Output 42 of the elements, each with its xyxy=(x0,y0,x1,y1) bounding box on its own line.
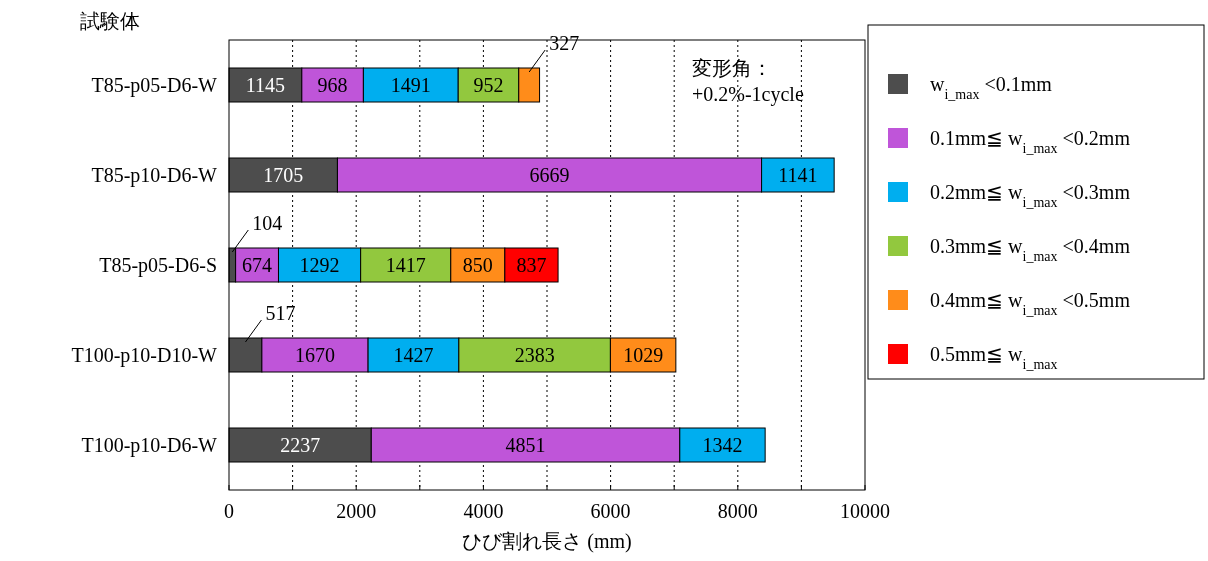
data-label: 837 xyxy=(516,254,547,276)
data-label: 1029 xyxy=(623,344,664,366)
data-label: 1705 xyxy=(263,164,304,186)
y-tick-label: T100-p10-D6-W xyxy=(81,434,218,457)
x-tick-label: 8000 xyxy=(717,500,758,522)
data-label: 1141 xyxy=(778,164,818,186)
data-label: 1670 xyxy=(294,344,335,366)
y-axis-title: 試験体 xyxy=(80,10,140,32)
annotation: 変形角： +0.2%-1cycle xyxy=(692,57,804,106)
legend-label: 0.2mm≦ w$_{i_max}$ <0.3mm xyxy=(930,181,1131,210)
legend-label: 0.5mm≦ w$_{i_max}$ xyxy=(930,343,1058,372)
x-tick-label: 0 xyxy=(224,500,234,522)
y-tick-label: T85-p05-D6-W xyxy=(91,74,218,97)
data-label: 952 xyxy=(473,74,504,96)
data-label: 4851 xyxy=(505,434,546,456)
legend-label: 0.1mm≦ w$_{i_max}$ <0.2mm xyxy=(930,127,1131,156)
data-label: 1491 xyxy=(390,74,431,96)
y-tick-label: T100-p10-D10-W xyxy=(71,344,218,367)
data-label: 1342 xyxy=(702,434,743,456)
legend-label: 0.4mm≦ w$_{i_max}$ <0.5mm xyxy=(930,289,1131,318)
data-label: 6669 xyxy=(529,164,570,186)
x-axis-title: ひび割れ長さ (mm) xyxy=(462,530,632,553)
data-label: 2383 xyxy=(514,344,555,366)
x-tick-label: 6000 xyxy=(590,500,631,522)
data-label: 1292 xyxy=(299,254,340,276)
legend-label: 0.3mm≦ w$_{i_max}$ <0.4mm xyxy=(930,235,1131,264)
data-label: 104 xyxy=(252,212,283,234)
x-tick-label: 10000 xyxy=(840,500,890,522)
legend-label: w$_{i_max}$ <0.1mm xyxy=(930,73,1053,102)
x-tick-label: 4000 xyxy=(463,500,504,522)
x-tick-label: 2000 xyxy=(336,500,377,522)
y-tick-label: T85-p10-D6-W xyxy=(91,164,218,187)
data-label: 968 xyxy=(317,74,348,96)
data-label: 1417 xyxy=(385,254,426,276)
data-label: 674 xyxy=(242,254,273,276)
data-label: 1427 xyxy=(393,344,434,366)
data-label: 517 xyxy=(265,302,296,324)
data-label: 327 xyxy=(549,32,580,54)
data-label: 2237 xyxy=(280,434,321,456)
y-tick-label: T85-p05-D6-S xyxy=(99,254,217,277)
data-label: 1145 xyxy=(245,74,286,96)
data-label: 850 xyxy=(462,254,493,276)
